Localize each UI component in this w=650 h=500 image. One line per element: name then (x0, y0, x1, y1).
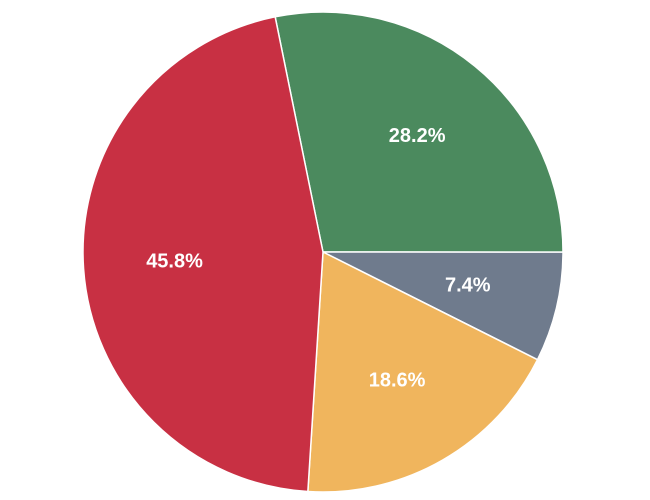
pie-slice (307, 250, 539, 493)
pie-slice (322, 251, 564, 361)
pie-slice (82, 15, 324, 493)
slice-label: 28.2% (389, 125, 446, 147)
slice-label: 45.8% (146, 251, 203, 273)
slice-label: 7.4% (445, 275, 491, 297)
pie-slice (274, 11, 564, 253)
slice-label: 18.6% (369, 369, 426, 391)
